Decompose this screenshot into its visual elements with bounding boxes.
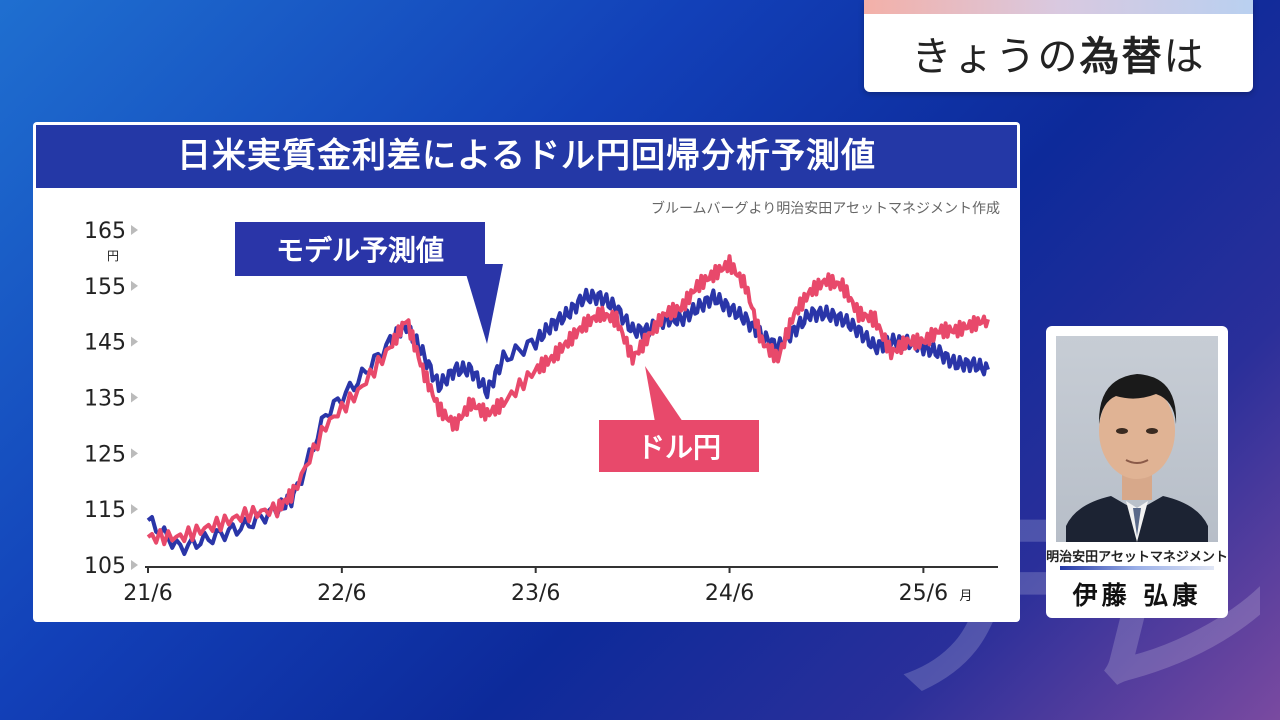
guest-portrait-icon (1066, 374, 1208, 542)
x-tick-label: 23/6 (511, 581, 560, 606)
model-callout-label: モデル予測値 (276, 234, 444, 267)
y-tick-label: 115 (84, 498, 126, 523)
x-tick-label: 22/6 (317, 581, 366, 606)
guest-organization: 明治安田アセットマネジメント (1046, 550, 1228, 565)
chart-title: 日米実質金利差によるドル円回帰分析予測値 (36, 125, 1017, 188)
y-tick-label: 125 (84, 442, 126, 467)
series-line-model (146, 287, 990, 556)
topic-prefix: きょうの (911, 34, 1080, 80)
topic-suffix: は (1163, 34, 1206, 80)
guest-card: 明治安田アセットマネジメント 伊藤 弘康 (1046, 326, 1228, 618)
chart-source-note: ブルームバーグより明治安田アセットマネジメント作成 (650, 201, 1000, 217)
y-tick-label: 165 (84, 219, 126, 244)
y-tick-marker (131, 392, 138, 403)
guest-divider (1060, 566, 1214, 570)
series-line-usdjpy (146, 254, 990, 547)
y-tick-marker (131, 336, 138, 347)
topic-banner-text: きょうの為替は (864, 24, 1253, 82)
x-unit-label: 月 (959, 589, 972, 604)
usdjpy-callout-label: ドル円 (637, 431, 721, 464)
y-tick-marker (131, 560, 138, 570)
chart-plot: 105 115 125 135 145 155 165 円 21/6 22/6 23/6 24/6 25… (84, 219, 998, 606)
y-unit-label: 円 (107, 249, 119, 263)
y-tick-label: 105 (84, 554, 126, 579)
topic-banner: きょうの為替は (864, 0, 1253, 92)
guest-name: 伊藤 弘康 (1072, 581, 1202, 610)
topic-banner-gradient-bar (864, 0, 1253, 14)
y-tick-label: 155 (84, 275, 126, 300)
y-tick-label: 135 (84, 387, 126, 412)
usdjpy-callout-box (599, 420, 759, 472)
y-tick-label: 145 (84, 331, 126, 356)
topic-emphasis: 為替 (1079, 34, 1164, 80)
x-tick-label: 25/6 (899, 581, 948, 606)
x-tick-label: 21/6 (123, 581, 172, 606)
y-tick-marker (131, 448, 138, 459)
model-callout-box (235, 222, 485, 276)
y-tick-marker (131, 280, 138, 291)
x-tick-label: 24/6 (705, 581, 754, 606)
usdjpy-callout-pointer (645, 366, 683, 422)
guest-photo (1056, 336, 1218, 542)
chart-panel: 日米実質金利差によるドル円回帰分析予測値 ブルームバーグより明治安田アセットマネ… (33, 122, 1020, 622)
model-callout-pointer (463, 264, 503, 344)
y-tick-marker (131, 225, 138, 235)
y-tick-marker (131, 504, 138, 515)
